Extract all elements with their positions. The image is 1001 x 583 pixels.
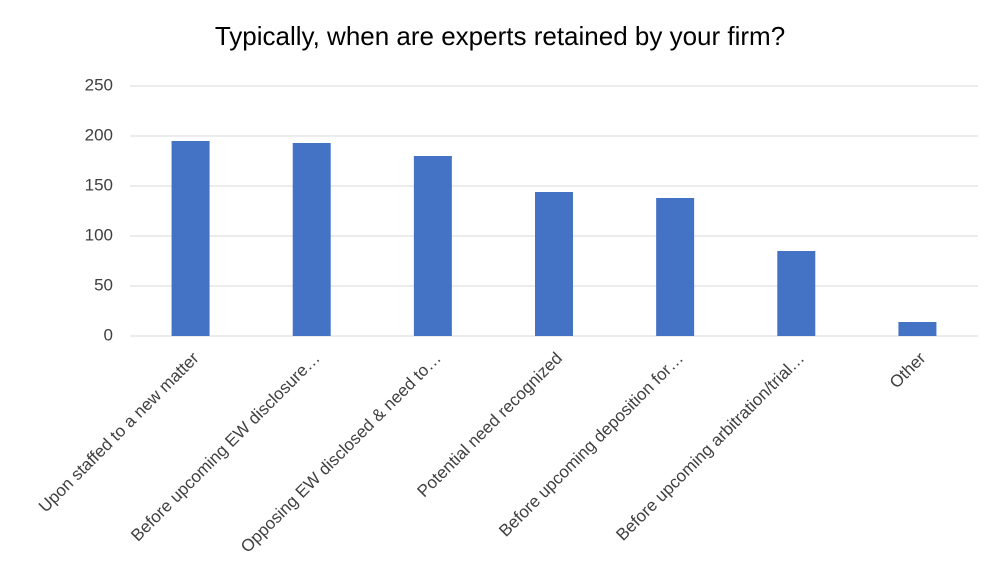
bar <box>292 143 331 336</box>
bar <box>777 251 816 336</box>
bar <box>413 156 452 336</box>
y-tick-label: 100 <box>85 225 113 244</box>
bar <box>171 141 210 336</box>
y-tick-label: 200 <box>85 125 113 144</box>
bar <box>535 192 573 336</box>
y-tick-label: 150 <box>85 175 113 194</box>
y-tick-label: 50 <box>94 275 113 294</box>
y-tick-label: 0 <box>104 325 113 344</box>
bar <box>898 322 937 336</box>
chart-title: Typically, when are experts retained by … <box>215 21 785 51</box>
y-tick-label: 250 <box>85 75 113 94</box>
bar <box>656 198 695 336</box>
